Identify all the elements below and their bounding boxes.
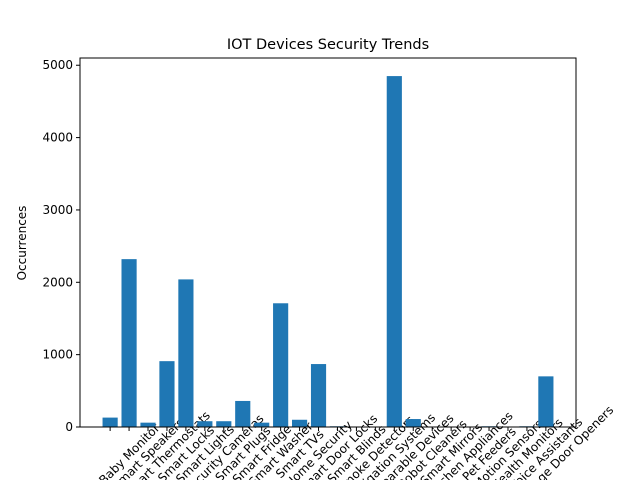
bar <box>310 364 327 427</box>
bar <box>216 421 232 427</box>
y-tick-label: 2000 <box>42 275 73 289</box>
bar <box>405 419 421 427</box>
bar <box>273 303 289 427</box>
bar <box>292 419 308 427</box>
bar <box>102 417 118 427</box>
y-tick-label: 5000 <box>42 58 73 72</box>
bar <box>235 400 251 427</box>
y-tick-label: 0 <box>65 420 73 434</box>
bar <box>197 421 213 427</box>
bar <box>159 361 175 427</box>
bar <box>121 259 137 427</box>
y-tick-label: 3000 <box>42 203 73 217</box>
y-tick-label: 4000 <box>42 131 73 145</box>
bar <box>386 76 402 428</box>
y-axis-label: Occurrences <box>15 206 29 281</box>
bar <box>254 422 270 427</box>
bar <box>178 279 194 427</box>
chart-title: IOT Devices Security Trends <box>227 37 429 53</box>
y-tick-label: 1000 <box>42 348 73 362</box>
bar <box>140 422 156 427</box>
bar <box>538 376 554 427</box>
plot-frame <box>79 57 577 428</box>
